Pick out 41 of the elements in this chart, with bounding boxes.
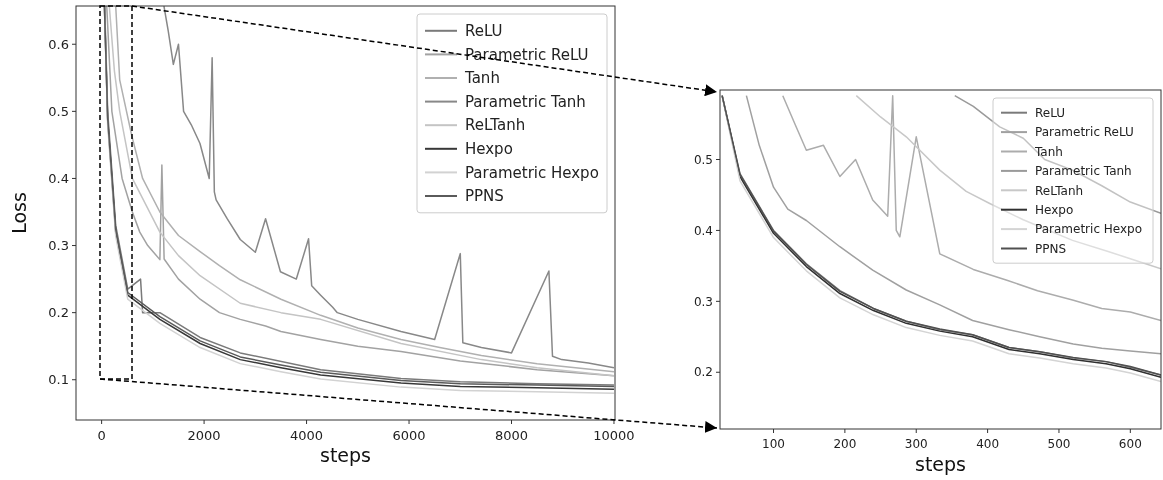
y-tick-label: 0.6	[48, 36, 69, 52]
x-tick-label: 600	[1118, 437, 1142, 451]
x-tick-label: 100	[762, 437, 785, 451]
y-tick-label: 0.3	[693, 294, 713, 309]
legend-label: ReLTanh	[1035, 183, 1084, 198]
y-tick-label: 0.1	[48, 372, 69, 388]
x-tick-label: 10000	[593, 428, 635, 443]
legend-label: PPNS	[1035, 241, 1067, 256]
x-tick-label: 0	[97, 428, 106, 443]
legend-label: ReLU	[465, 22, 503, 41]
legend-label: Hexpo	[1035, 202, 1074, 217]
x-tick-label: 6000	[392, 428, 426, 443]
legend-label: Parametric Tanh	[465, 92, 586, 111]
y-tick-label: 0.2	[48, 305, 69, 321]
legend-label: Tanh	[1034, 144, 1063, 159]
legend-label: ReLTanh	[465, 116, 526, 135]
x-tick-label: 500	[1047, 437, 1071, 451]
x-tick-label: 2000	[187, 428, 221, 443]
legend-label: Hexpo	[465, 140, 513, 159]
legend-label: Parametric Tanh	[1035, 164, 1132, 179]
legend-label: Parametric ReLU	[1035, 125, 1134, 140]
y-tick-label: 0.4	[48, 170, 69, 186]
x-tick-label: 300	[904, 437, 928, 451]
y-tick-label: 0.5	[693, 152, 713, 167]
y-tick-label: 0.3	[48, 238, 69, 254]
legend-label: ReLU	[1035, 105, 1066, 120]
y-tick-label: 0.5	[48, 103, 69, 119]
legend-label: Tanh	[464, 69, 500, 88]
y-axis-title: Loss	[8, 192, 30, 234]
legend-label: Parametric Hexpo	[1035, 222, 1143, 237]
legend-label: PPNS	[465, 187, 504, 206]
x-tick-label: 200	[833, 437, 857, 451]
x-tick-label: 4000	[290, 428, 324, 443]
x-axis-title: steps	[320, 444, 371, 466]
legend-label: Parametric Hexpo	[465, 163, 599, 182]
x-axis-title: steps	[915, 453, 966, 475]
legend-label: Parametric ReLU	[465, 45, 589, 64]
x-tick-label: 400	[976, 437, 1000, 451]
y-tick-label: 0.4	[693, 223, 713, 238]
x-tick-label: 8000	[494, 428, 529, 443]
y-tick-label: 0.2	[693, 365, 713, 380]
